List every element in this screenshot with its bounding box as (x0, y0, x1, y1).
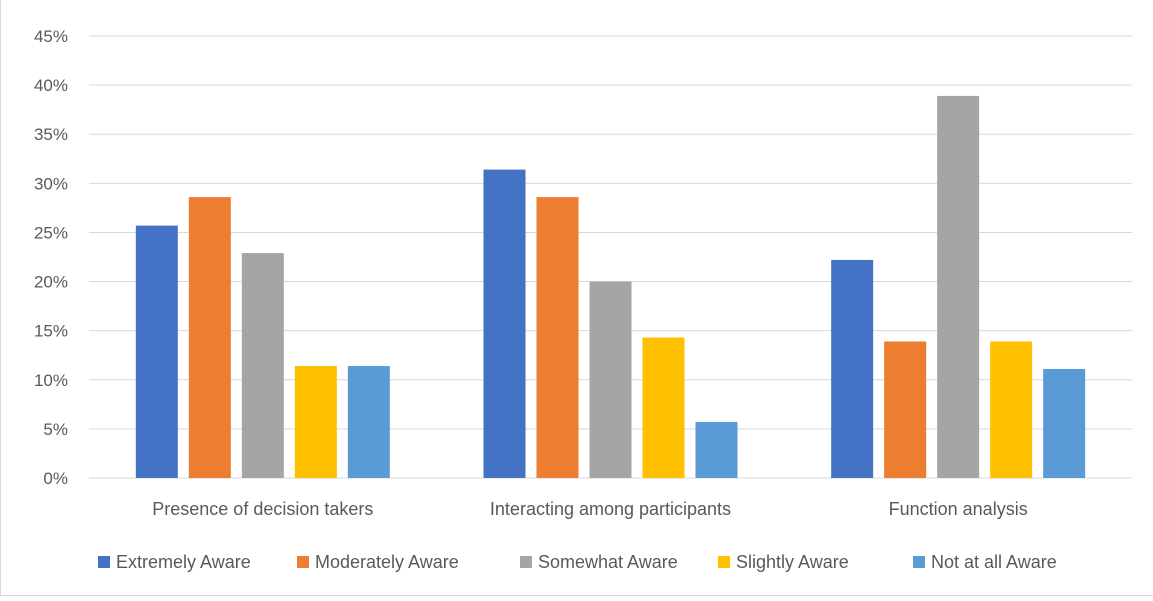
x-axis-categories: Presence of decision takers Interacting a… (152, 499, 1027, 519)
y-axis-ticks: 0% 5% 10% 15% 20% 25% 30% 35% 40% 45% (34, 27, 68, 488)
y-tick-label: 35% (34, 125, 68, 144)
legend-swatch (297, 556, 309, 568)
legend: Extremely Aware Moderately Aware Somewhat … (98, 552, 1057, 572)
x-category-label: Function analysis (889, 499, 1028, 519)
y-tick-label: 15% (34, 322, 68, 341)
y-tick-label: 45% (34, 27, 68, 46)
legend-swatch (913, 556, 925, 568)
y-tick-label: 30% (34, 174, 68, 193)
bar-slightly-aware (990, 341, 1033, 478)
bar-moderately-aware (188, 197, 231, 478)
bar-extremely-aware (483, 169, 526, 479)
bar-slightly-aware (642, 337, 685, 478)
bars (135, 95, 1086, 479)
bar-somewhat-aware (937, 95, 980, 478)
bar-not-at-all-aware (347, 366, 390, 478)
bar-extremely-aware (135, 225, 178, 478)
legend-label: Not at all Aware (931, 552, 1057, 572)
y-tick-label: 25% (34, 223, 68, 242)
legend-swatch (718, 556, 730, 568)
bar-slightly-aware (294, 366, 337, 478)
y-tick-label: 10% (34, 371, 68, 390)
legend-label: Extremely Aware (116, 552, 251, 572)
bar-somewhat-aware (589, 281, 632, 478)
legend-swatch (520, 556, 532, 568)
bar-moderately-aware (536, 197, 579, 478)
legend-label: Slightly Aware (736, 552, 849, 572)
x-category-label: Presence of decision takers (152, 499, 373, 519)
legend-label: Somewhat Aware (538, 552, 678, 572)
bar-not-at-all-aware (1043, 368, 1086, 478)
y-tick-label: 0% (43, 469, 68, 488)
y-tick-label: 40% (34, 76, 68, 95)
bar-not-at-all-aware (695, 422, 738, 478)
x-category-label: Interacting among participants (490, 499, 731, 519)
bar-somewhat-aware (241, 253, 284, 478)
bar-extremely-aware (831, 259, 874, 478)
y-tick-label: 5% (43, 420, 68, 439)
bar-moderately-aware (884, 341, 927, 478)
legend-label: Moderately Aware (315, 552, 459, 572)
legend-swatch (98, 556, 110, 568)
y-tick-label: 20% (34, 273, 68, 292)
